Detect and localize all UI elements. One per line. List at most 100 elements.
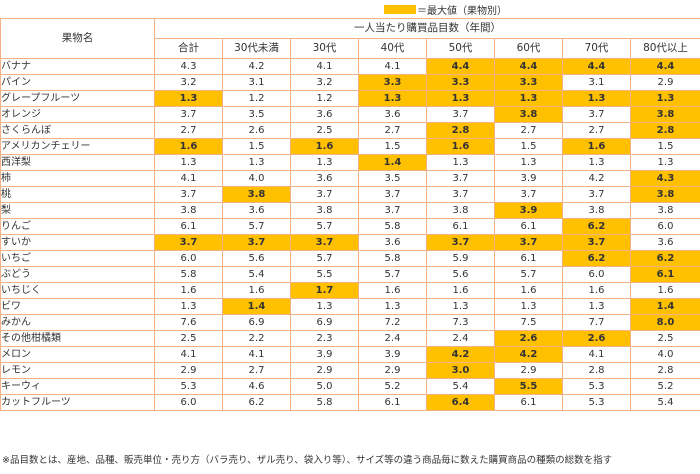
value-cell: 6.1 bbox=[426, 218, 495, 235]
value-cell: 5.9 bbox=[426, 250, 495, 267]
table-row: 西洋梨 1.3 1.3 1.3 1.4 1.3 1.3 1.3 1.3 bbox=[0, 154, 700, 171]
value-cell: 1.3 bbox=[562, 154, 631, 171]
max-value-cell: 3.8 bbox=[494, 106, 563, 123]
value-cell: 2.7 bbox=[562, 122, 631, 139]
value-cell: 5.7 bbox=[222, 218, 291, 235]
value-cell: 3.7 bbox=[426, 170, 495, 187]
value-cell: 1.5 bbox=[630, 138, 700, 155]
value-cell: 1.5 bbox=[222, 138, 291, 155]
value-cell: 1.6 bbox=[426, 282, 495, 299]
value-cell: 2.7 bbox=[358, 122, 427, 139]
value-cell: 1.3 bbox=[562, 298, 631, 315]
legend-label: ＝最大値（果物別） bbox=[417, 5, 507, 17]
table-row: レモン 2.9 2.7 2.9 2.9 3.0 2.9 2.8 2.8 bbox=[0, 362, 700, 379]
value-cell: 5.8 bbox=[358, 218, 427, 235]
value-cell: 5.4 bbox=[222, 266, 291, 283]
max-value-cell: 4.3 bbox=[630, 170, 700, 187]
table-row: メロン 4.1 4.1 3.9 3.9 4.2 4.2 4.1 4.0 bbox=[0, 346, 700, 363]
value-cell: 1.2 bbox=[290, 90, 359, 107]
row-header: 果物名 bbox=[0, 18, 155, 59]
value-cell: 1.3 bbox=[290, 298, 359, 315]
column-header: 60代 bbox=[494, 38, 563, 59]
max-value-cell: 2.6 bbox=[494, 330, 563, 347]
value-cell: 1.3 bbox=[358, 298, 427, 315]
value-cell: 4.2 bbox=[562, 170, 631, 187]
value-cell: 7.2 bbox=[358, 314, 427, 331]
value-cell: 6.9 bbox=[222, 314, 291, 331]
value-cell: 2.7 bbox=[222, 362, 291, 379]
value-cell: 1.6 bbox=[562, 282, 631, 299]
max-value-cell: 3.3 bbox=[358, 74, 427, 91]
max-value-cell: 1.3 bbox=[358, 90, 427, 107]
value-cell: 5.3 bbox=[562, 394, 631, 411]
value-cell: 3.7 bbox=[494, 186, 563, 203]
table-row: いちじく 1.6 1.6 1.7 1.6 1.6 1.6 1.6 1.6 bbox=[0, 282, 700, 299]
fruit-name: グレープフルーツ bbox=[0, 90, 155, 107]
value-cell: 2.5 bbox=[630, 330, 700, 347]
column-header-row: 合計 30代未満 30代 40代 50代 60代 70代 80代以上 bbox=[1, 38, 700, 59]
value-cell: 1.5 bbox=[494, 138, 563, 155]
value-cell: 1.3 bbox=[494, 298, 563, 315]
fruit-name: さくらんぼ bbox=[0, 122, 155, 139]
value-cell: 3.7 bbox=[154, 186, 223, 203]
fruit-name: カットフルーツ bbox=[0, 394, 155, 411]
max-value-cell: 3.7 bbox=[426, 234, 495, 251]
value-cell: 6.0 bbox=[154, 250, 223, 267]
max-value-cell: 6.1 bbox=[630, 266, 700, 283]
value-cell: 6.9 bbox=[290, 314, 359, 331]
value-cell: 1.5 bbox=[358, 138, 427, 155]
value-cell: 3.7 bbox=[290, 186, 359, 203]
column-header: 30代 bbox=[290, 38, 359, 59]
table-row: いちご 6.0 5.6 5.7 5.8 5.9 6.1 6.2 6.2 bbox=[0, 250, 700, 267]
table-row: ぶどう 5.8 5.4 5.5 5.7 5.6 5.7 6.0 6.1 bbox=[0, 266, 700, 283]
value-cell: 4.1 bbox=[154, 170, 223, 187]
max-value-cell: 1.6 bbox=[154, 138, 223, 155]
value-cell: 2.6 bbox=[222, 122, 291, 139]
max-value-cell: 8.0 bbox=[630, 314, 700, 331]
value-cell: 1.2 bbox=[222, 90, 291, 107]
value-cell: 3.6 bbox=[630, 234, 700, 251]
fruit-name: ビワ bbox=[0, 298, 155, 315]
max-value-cell: 1.4 bbox=[358, 154, 427, 171]
value-cell: 1.6 bbox=[222, 282, 291, 299]
value-cell: 5.5 bbox=[290, 266, 359, 283]
value-cell: 5.6 bbox=[426, 266, 495, 283]
max-value-cell: 3.7 bbox=[222, 234, 291, 251]
value-cell: 4.0 bbox=[222, 170, 291, 187]
value-cell: 2.8 bbox=[562, 362, 631, 379]
max-value-cell: 1.7 bbox=[290, 282, 359, 299]
table-row: アメリカンチェリー 1.6 1.5 1.6 1.5 1.6 1.5 1.6 1.5 bbox=[0, 138, 700, 155]
max-value-cell: 6.2 bbox=[562, 250, 631, 267]
max-value-cell: 6.4 bbox=[426, 394, 495, 411]
value-cell: 5.2 bbox=[358, 378, 427, 395]
fruit-name: いちご bbox=[0, 250, 155, 267]
value-cell: 3.8 bbox=[562, 202, 631, 219]
value-cell: 3.8 bbox=[426, 202, 495, 219]
fruit-name: 西洋梨 bbox=[0, 154, 155, 171]
value-cell: 1.3 bbox=[222, 154, 291, 171]
value-cell: 5.8 bbox=[358, 250, 427, 267]
max-value-cell: 4.4 bbox=[562, 58, 631, 75]
value-cell: 3.7 bbox=[562, 186, 631, 203]
value-cell: 7.5 bbox=[494, 314, 563, 331]
value-cell: 7.6 bbox=[154, 314, 223, 331]
value-cell: 6.1 bbox=[494, 218, 563, 235]
value-cell: 7.3 bbox=[426, 314, 495, 331]
table-row: グレープフルーツ 1.3 1.2 1.2 1.3 1.3 1.3 1.3 1.3 bbox=[0, 90, 700, 107]
value-cell: 6.0 bbox=[154, 394, 223, 411]
column-header: 40代 bbox=[358, 38, 427, 59]
footnote: ※品目数とは、産地、品種、販売単位・売り方（バラ売り、ザル売り、袋入り等）、サイ… bbox=[2, 455, 613, 466]
value-cell: 5.8 bbox=[154, 266, 223, 283]
fruit-name: 柿 bbox=[0, 170, 155, 187]
table-body: バナナ 4.3 4.2 4.1 4.1 4.4 4.4 4.4 4.4 パイン 3.2 3.1 3.2 3… bbox=[0, 58, 700, 411]
table-row: バナナ 4.3 4.2 4.1 4.1 4.4 4.4 4.4 4.4 bbox=[0, 58, 700, 75]
value-cell: 5.0 bbox=[290, 378, 359, 395]
value-cell: 2.9 bbox=[494, 362, 563, 379]
value-cell: 2.2 bbox=[222, 330, 291, 347]
fruit-name: メロン bbox=[0, 346, 155, 363]
max-value-cell: 1.4 bbox=[222, 298, 291, 315]
max-value-cell: 1.3 bbox=[562, 90, 631, 107]
column-header: 合計 bbox=[154, 38, 223, 59]
value-cell: 4.1 bbox=[562, 346, 631, 363]
value-cell: 2.5 bbox=[290, 122, 359, 139]
